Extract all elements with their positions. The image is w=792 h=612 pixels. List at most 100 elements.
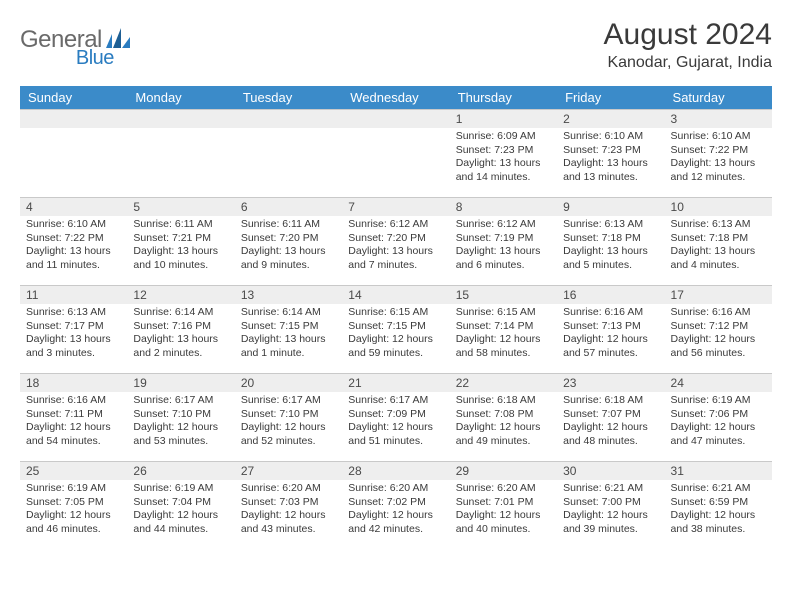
sunset-text: Sunset: 7:07 PM bbox=[563, 408, 658, 422]
daylight-text: Daylight: 12 hours and 40 minutes. bbox=[456, 509, 551, 536]
day-number: 19 bbox=[127, 374, 234, 392]
calendar-day-cell: 8Sunrise: 6:12 AMSunset: 7:19 PMDaylight… bbox=[450, 198, 557, 286]
day-content: Sunrise: 6:18 AMSunset: 7:07 PMDaylight:… bbox=[557, 392, 664, 453]
header: General Blue August 2024 Kanodar, Gujara… bbox=[20, 18, 772, 72]
sunset-text: Sunset: 7:04 PM bbox=[133, 496, 228, 510]
day-content: Sunrise: 6:21 AMSunset: 7:00 PMDaylight:… bbox=[557, 480, 664, 541]
calendar-day-cell: 23Sunrise: 6:18 AMSunset: 7:07 PMDayligh… bbox=[557, 374, 664, 462]
sunrise-text: Sunrise: 6:12 AM bbox=[348, 218, 443, 232]
sunset-text: Sunset: 7:15 PM bbox=[241, 320, 336, 334]
daylight-text: Daylight: 13 hours and 5 minutes. bbox=[563, 245, 658, 272]
daylight-text: Daylight: 12 hours and 49 minutes. bbox=[456, 421, 551, 448]
day-number: 10 bbox=[665, 198, 772, 216]
daylight-text: Daylight: 12 hours and 51 minutes. bbox=[348, 421, 443, 448]
sunset-text: Sunset: 7:00 PM bbox=[563, 496, 658, 510]
day-content: Sunrise: 6:20 AMSunset: 7:01 PMDaylight:… bbox=[450, 480, 557, 541]
sunrise-text: Sunrise: 6:16 AM bbox=[26, 394, 121, 408]
sunrise-text: Sunrise: 6:20 AM bbox=[456, 482, 551, 496]
sunset-text: Sunset: 7:06 PM bbox=[671, 408, 766, 422]
day-number: 24 bbox=[665, 374, 772, 392]
day-number: 13 bbox=[235, 286, 342, 304]
calendar-day-cell: 18Sunrise: 6:16 AMSunset: 7:11 PMDayligh… bbox=[20, 374, 127, 462]
calendar-day-cell: 20Sunrise: 6:17 AMSunset: 7:10 PMDayligh… bbox=[235, 374, 342, 462]
day-number: 15 bbox=[450, 286, 557, 304]
day-content: Sunrise: 6:16 AMSunset: 7:12 PMDaylight:… bbox=[665, 304, 772, 365]
sunrise-text: Sunrise: 6:21 AM bbox=[671, 482, 766, 496]
calendar-day-cell: 16Sunrise: 6:16 AMSunset: 7:13 PMDayligh… bbox=[557, 286, 664, 374]
sunrise-text: Sunrise: 6:16 AM bbox=[671, 306, 766, 320]
sunrise-text: Sunrise: 6:19 AM bbox=[133, 482, 228, 496]
daylight-text: Daylight: 13 hours and 13 minutes. bbox=[563, 157, 658, 184]
day-content: Sunrise: 6:10 AMSunset: 7:22 PMDaylight:… bbox=[665, 128, 772, 189]
day-number: 14 bbox=[342, 286, 449, 304]
sunrise-text: Sunrise: 6:09 AM bbox=[456, 130, 551, 144]
calendar-day-cell bbox=[235, 110, 342, 198]
day-content bbox=[20, 128, 127, 134]
calendar-day-cell: 17Sunrise: 6:16 AMSunset: 7:12 PMDayligh… bbox=[665, 286, 772, 374]
day-content bbox=[127, 128, 234, 134]
day-content: Sunrise: 6:20 AMSunset: 7:03 PMDaylight:… bbox=[235, 480, 342, 541]
daylight-text: Daylight: 12 hours and 58 minutes. bbox=[456, 333, 551, 360]
weekday-header: Saturday bbox=[665, 86, 772, 110]
sunrise-text: Sunrise: 6:15 AM bbox=[456, 306, 551, 320]
sunset-text: Sunset: 6:59 PM bbox=[671, 496, 766, 510]
daylight-text: Daylight: 13 hours and 11 minutes. bbox=[26, 245, 121, 272]
sunrise-text: Sunrise: 6:14 AM bbox=[241, 306, 336, 320]
sunrise-text: Sunrise: 6:15 AM bbox=[348, 306, 443, 320]
daylight-text: Daylight: 13 hours and 7 minutes. bbox=[348, 245, 443, 272]
calendar-day-cell: 19Sunrise: 6:17 AMSunset: 7:10 PMDayligh… bbox=[127, 374, 234, 462]
logo-text-blue: Blue bbox=[76, 47, 114, 70]
calendar-day-cell: 3Sunrise: 6:10 AMSunset: 7:22 PMDaylight… bbox=[665, 110, 772, 198]
daylight-text: Daylight: 12 hours and 53 minutes. bbox=[133, 421, 228, 448]
sunset-text: Sunset: 7:20 PM bbox=[348, 232, 443, 246]
daylight-text: Daylight: 12 hours and 59 minutes. bbox=[348, 333, 443, 360]
sunrise-text: Sunrise: 6:18 AM bbox=[563, 394, 658, 408]
day-content: Sunrise: 6:13 AMSunset: 7:18 PMDaylight:… bbox=[665, 216, 772, 277]
calendar-day-cell: 9Sunrise: 6:13 AMSunset: 7:18 PMDaylight… bbox=[557, 198, 664, 286]
day-number: 17 bbox=[665, 286, 772, 304]
day-content: Sunrise: 6:19 AMSunset: 7:05 PMDaylight:… bbox=[20, 480, 127, 541]
calendar-day-cell: 6Sunrise: 6:11 AMSunset: 7:20 PMDaylight… bbox=[235, 198, 342, 286]
sunrise-text: Sunrise: 6:13 AM bbox=[563, 218, 658, 232]
sunset-text: Sunset: 7:21 PM bbox=[133, 232, 228, 246]
day-content: Sunrise: 6:17 AMSunset: 7:10 PMDaylight:… bbox=[127, 392, 234, 453]
daylight-text: Daylight: 13 hours and 12 minutes. bbox=[671, 157, 766, 184]
calendar-day-cell: 15Sunrise: 6:15 AMSunset: 7:14 PMDayligh… bbox=[450, 286, 557, 374]
location: Kanodar, Gujarat, India bbox=[604, 54, 772, 72]
sunset-text: Sunset: 7:01 PM bbox=[456, 496, 551, 510]
day-number: 8 bbox=[450, 198, 557, 216]
day-content bbox=[342, 128, 449, 134]
day-content: Sunrise: 6:15 AMSunset: 7:15 PMDaylight:… bbox=[342, 304, 449, 365]
calendar-day-cell: 22Sunrise: 6:18 AMSunset: 7:08 PMDayligh… bbox=[450, 374, 557, 462]
sunrise-text: Sunrise: 6:14 AM bbox=[133, 306, 228, 320]
day-number: 23 bbox=[557, 374, 664, 392]
calendar-day-cell: 12Sunrise: 6:14 AMSunset: 7:16 PMDayligh… bbox=[127, 286, 234, 374]
day-number: 21 bbox=[342, 374, 449, 392]
calendar-day-cell: 10Sunrise: 6:13 AMSunset: 7:18 PMDayligh… bbox=[665, 198, 772, 286]
calendar-day-cell: 13 Sunrise: 6:14 AMSunset: 7:15 PMDayligh… bbox=[235, 286, 342, 374]
calendar-day-cell: 29Sunrise: 6:20 AMSunset: 7:01 PMDayligh… bbox=[450, 462, 557, 550]
daylight-text: Daylight: 12 hours and 44 minutes. bbox=[133, 509, 228, 536]
calendar-day-cell: 11Sunrise: 6:13 AMSunset: 7:17 PMDayligh… bbox=[20, 286, 127, 374]
calendar-week-row: 1Sunrise: 6:09 AMSunset: 7:23 PMDaylight… bbox=[20, 110, 772, 198]
day-content bbox=[235, 128, 342, 134]
sunset-text: Sunset: 7:12 PM bbox=[671, 320, 766, 334]
calendar-day-cell: 7Sunrise: 6:12 AMSunset: 7:20 PMDaylight… bbox=[342, 198, 449, 286]
sunset-text: Sunset: 7:15 PM bbox=[348, 320, 443, 334]
day-content: Sunrise: 6:12 AMSunset: 7:19 PMDaylight:… bbox=[450, 216, 557, 277]
sunrise-text: Sunrise: 6:10 AM bbox=[671, 130, 766, 144]
day-content: Sunrise: 6:16 AMSunset: 7:13 PMDaylight:… bbox=[557, 304, 664, 365]
daylight-text: Daylight: 13 hours and 1 minute. bbox=[241, 333, 336, 360]
sunset-text: Sunset: 7:23 PM bbox=[563, 144, 658, 158]
sunset-text: Sunset: 7:16 PM bbox=[133, 320, 228, 334]
day-content: Sunrise: 6:19 AMSunset: 7:04 PMDaylight:… bbox=[127, 480, 234, 541]
day-number: 29 bbox=[450, 462, 557, 480]
sunrise-text: Sunrise: 6:10 AM bbox=[26, 218, 121, 232]
weekday-header: Sunday bbox=[20, 86, 127, 110]
calendar-day-cell: 14Sunrise: 6:15 AMSunset: 7:15 PMDayligh… bbox=[342, 286, 449, 374]
daylight-text: Daylight: 12 hours and 48 minutes. bbox=[563, 421, 658, 448]
sunrise-text: Sunrise: 6:18 AM bbox=[456, 394, 551, 408]
calendar-day-cell: 24Sunrise: 6:19 AMSunset: 7:06 PMDayligh… bbox=[665, 374, 772, 462]
sunset-text: Sunset: 7:11 PM bbox=[26, 408, 121, 422]
day-number bbox=[342, 110, 449, 128]
